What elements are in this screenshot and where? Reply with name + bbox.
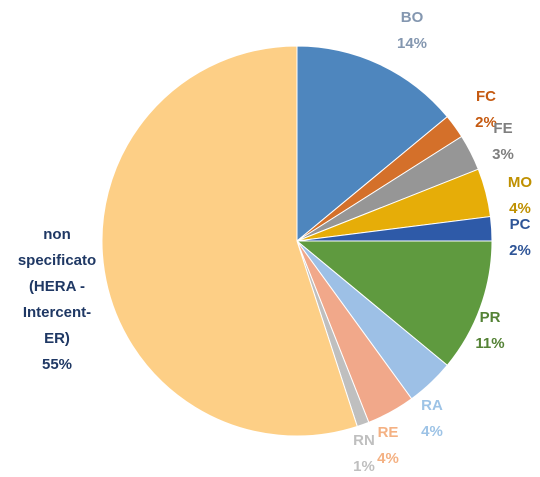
pie-slice: [101, 45, 358, 437]
category-label: RA: [421, 397, 443, 414]
value-label: 55%: [41, 356, 73, 373]
category-label: FC: [476, 88, 496, 105]
value-label: 4%: [377, 450, 399, 467]
value-label: 11%: [475, 335, 505, 352]
pie-slice: [296, 45, 448, 243]
slice-label: RA 4%: [421, 393, 443, 445]
category-label: PC: [509, 216, 531, 233]
slice-label: MO 4%: [508, 170, 532, 222]
category-label: BO: [400, 9, 424, 26]
slice-label: FE 3%: [492, 116, 514, 168]
category-label: RN: [353, 432, 375, 449]
value-label: 14%: [396, 35, 428, 52]
category-label: PR: [479, 309, 501, 326]
slice-label: non specificato (HERA - Intercent-ER) 55%: [12, 222, 102, 378]
value-label: 1%: [353, 458, 375, 475]
slice-label: FC 2%: [475, 84, 497, 136]
value-label: 2%: [509, 242, 531, 259]
slice-label: RN 1%: [353, 428, 375, 477]
category-label: FE: [493, 120, 513, 137]
pie-slice: [295, 240, 493, 367]
value-label: 4%: [421, 423, 443, 440]
value-label: 3%: [492, 146, 514, 163]
slice-label: PR 11%: [475, 305, 504, 357]
value-label: 4%: [509, 200, 531, 217]
slice-label: BO 14%: [397, 5, 427, 57]
category-label: non specificato (HERA - Intercent-ER): [17, 226, 97, 347]
slice-label: RE 4%: [377, 420, 399, 472]
slice-label: PC 2%: [509, 212, 531, 264]
value-label: 2%: [475, 114, 497, 131]
category-label: MO: [507, 174, 533, 191]
category-label: RE: [377, 424, 399, 441]
